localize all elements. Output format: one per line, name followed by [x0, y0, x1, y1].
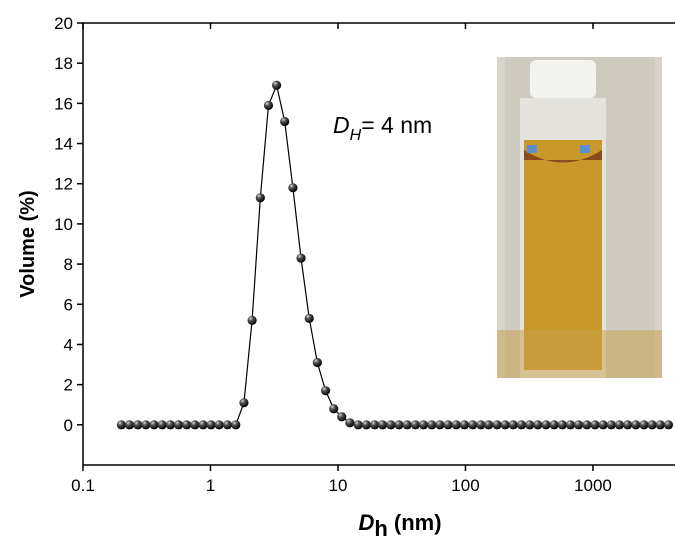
y-axis-label: Volume (%) — [17, 190, 39, 297]
annotation: DH= 4 nm — [333, 112, 432, 144]
data-point — [206, 420, 215, 429]
y-tick-label: 8 — [64, 255, 73, 274]
x-tick-label: 0.1 — [71, 476, 95, 495]
data-point — [166, 420, 175, 429]
data-point — [509, 420, 518, 429]
x-tick-label: 10 — [329, 476, 348, 495]
x-tick-label: 100 — [451, 476, 479, 495]
x-tick-label: 1000 — [574, 476, 612, 495]
y-tick-label: 14 — [54, 135, 73, 154]
data-point — [607, 420, 616, 429]
data-point — [378, 420, 387, 429]
x-axis-label: Dh (nm) — [358, 510, 441, 541]
data-point — [631, 420, 640, 429]
data-point — [256, 193, 265, 202]
data-point — [501, 420, 510, 429]
data-point — [590, 420, 599, 429]
data-point — [558, 420, 567, 429]
y-tick-label: 2 — [64, 376, 73, 395]
data-point — [247, 316, 256, 325]
data-point — [615, 420, 624, 429]
data-point — [158, 420, 167, 429]
data-point — [149, 420, 158, 429]
data-point — [541, 420, 550, 429]
y-tick-label: 18 — [54, 54, 73, 73]
data-point — [419, 420, 428, 429]
data-point — [182, 420, 191, 429]
data-point — [639, 420, 648, 429]
data-point — [403, 420, 412, 429]
data-point — [231, 420, 240, 429]
x-label-main: D — [358, 510, 374, 535]
photo-inset — [497, 57, 662, 378]
x-tick-label: 1 — [206, 476, 215, 495]
x-label-rest: (nm) — [388, 510, 442, 535]
data-point — [321, 386, 330, 395]
data-point — [492, 420, 501, 429]
data-point — [141, 420, 150, 429]
data-point — [125, 420, 134, 429]
data-point — [435, 420, 444, 429]
data-point — [484, 420, 493, 429]
data-point — [198, 420, 207, 429]
data-point — [215, 420, 224, 429]
data-point — [599, 420, 608, 429]
data-point — [656, 420, 665, 429]
data-point — [272, 81, 281, 90]
data-point — [370, 420, 379, 429]
data-point — [117, 420, 126, 429]
data-point — [574, 420, 583, 429]
y-tick-label: 20 — [54, 14, 73, 33]
data-point — [354, 420, 363, 429]
data-point — [664, 420, 673, 429]
annotation-main: D — [333, 112, 350, 138]
y-tick-label: 6 — [64, 295, 73, 314]
data-point — [533, 420, 542, 429]
data-point — [394, 420, 403, 429]
data-point — [468, 420, 477, 429]
chart: Volume (%) Dh (nm) DH= 4 nm 024681012141… — [0, 0, 675, 544]
x-label-sub: h — [374, 516, 387, 541]
data-point — [427, 420, 436, 429]
data-point — [362, 420, 371, 429]
y-tick-label: 16 — [54, 94, 73, 113]
data-point — [648, 420, 657, 429]
data-point — [443, 420, 452, 429]
data-point — [345, 418, 354, 427]
data-point — [386, 420, 395, 429]
data-point — [264, 101, 273, 110]
data-point — [525, 420, 534, 429]
data-point — [329, 404, 338, 413]
data-point — [623, 420, 632, 429]
data-point — [296, 253, 305, 262]
data-point — [517, 420, 526, 429]
data-point — [280, 117, 289, 126]
y-tick-label: 10 — [54, 215, 73, 234]
y-tick-label: 4 — [64, 335, 73, 354]
data-point — [133, 420, 142, 429]
data-point — [460, 420, 469, 429]
data-point — [566, 420, 575, 429]
data-point — [550, 420, 559, 429]
data-point — [452, 420, 461, 429]
data-point — [582, 420, 591, 429]
data-point — [174, 420, 183, 429]
annotation-sub: H — [350, 127, 362, 144]
annotation-rest: = 4 nm — [361, 112, 432, 138]
y-tick-label: 12 — [54, 175, 73, 194]
data-point — [337, 412, 346, 421]
data-point — [223, 420, 232, 429]
data-point — [313, 358, 322, 367]
data-point — [190, 420, 199, 429]
data-point — [288, 183, 297, 192]
data-point — [411, 420, 420, 429]
data-point — [305, 314, 314, 323]
y-tick-label: 0 — [64, 416, 73, 435]
data-point — [239, 398, 248, 407]
